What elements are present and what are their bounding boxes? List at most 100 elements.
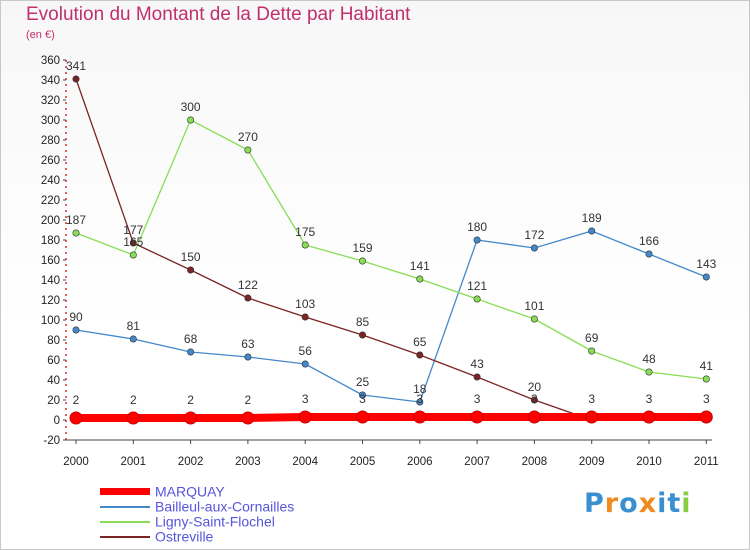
data-point bbox=[356, 410, 369, 424]
data-point bbox=[645, 368, 653, 376]
data-point bbox=[298, 410, 312, 424]
x-tick-label: 2009 bbox=[579, 456, 605, 468]
y-tick-label: 340 bbox=[41, 75, 60, 87]
data-label: 165 bbox=[123, 235, 143, 249]
legend-swatch bbox=[100, 505, 150, 508]
data-point bbox=[702, 273, 710, 281]
x-tick-label: 2000 bbox=[63, 456, 89, 468]
data-label: 3 bbox=[302, 392, 309, 406]
y-tick-label: 360 bbox=[41, 55, 60, 67]
data-point bbox=[645, 250, 653, 258]
data-label: 65 bbox=[413, 335, 427, 349]
data-point bbox=[473, 373, 481, 381]
data-point bbox=[72, 75, 80, 83]
y-tick-label: 160 bbox=[41, 255, 60, 267]
data-point bbox=[416, 398, 424, 406]
data-point bbox=[187, 348, 195, 356]
y-tick-label: 220 bbox=[41, 195, 60, 207]
data-label: 177 bbox=[123, 223, 143, 237]
legend-label: Bailleul-aux-Cornailles bbox=[155, 498, 295, 515]
data-label: 103 bbox=[295, 297, 315, 311]
data-point bbox=[301, 360, 309, 368]
data-point bbox=[187, 116, 195, 124]
legend-label: MARQUAY bbox=[155, 483, 225, 500]
data-point bbox=[301, 241, 309, 249]
logo-letter: o bbox=[619, 488, 639, 519]
chart-unit-label: (en €) bbox=[26, 29, 55, 41]
data-label: 180 bbox=[467, 220, 487, 234]
data-label: 159 bbox=[352, 241, 372, 255]
y-tick-label: 80 bbox=[47, 335, 60, 347]
data-label: 122 bbox=[238, 278, 258, 292]
data-label: 175 bbox=[295, 225, 315, 239]
legend-item: Bailleul-aux-Cornailles bbox=[100, 499, 294, 514]
chart-title: Evolution du Montant de la Dette par Hab… bbox=[26, 4, 411, 25]
chart-series bbox=[69, 75, 713, 425]
data-label: 2 bbox=[130, 393, 137, 407]
legend-swatch bbox=[100, 488, 150, 496]
data-label: 3 bbox=[359, 392, 366, 406]
logo-letter: P bbox=[584, 488, 605, 519]
data-point bbox=[358, 257, 366, 265]
data-point bbox=[126, 411, 140, 425]
data-point bbox=[530, 315, 538, 323]
data-label: 81 bbox=[127, 319, 141, 333]
data-point bbox=[416, 275, 424, 283]
data-label: 187 bbox=[66, 213, 86, 227]
data-point bbox=[588, 347, 596, 355]
data-label: 150 bbox=[181, 250, 201, 264]
chart-legend: MARQUAY Bailleul-aux-Cornailles Ligny-Sain… bbox=[100, 484, 294, 544]
legend-item: Ligny-Saint-Flochel bbox=[100, 514, 294, 529]
x-tick-label: 2008 bbox=[522, 456, 548, 468]
x-tick-label: 2011 bbox=[694, 456, 719, 468]
y-tick-label: 0 bbox=[54, 415, 60, 427]
data-label: 3 bbox=[531, 392, 538, 406]
y-tick-label: 120 bbox=[41, 295, 60, 307]
x-tick-label: 2004 bbox=[292, 456, 318, 468]
x-tick-label: 2007 bbox=[464, 456, 490, 468]
data-label: 143 bbox=[696, 257, 716, 271]
series-line-bailleul-aux-cornailles bbox=[75, 230, 707, 403]
chart-data-labels: 2 2 2 2 3 3 3 3 3 3 3 3 90 81 68 63 56 25 18 180 172 189 166 14… bbox=[66, 59, 717, 407]
y-tick-label: 260 bbox=[41, 155, 60, 167]
data-label: 41 bbox=[700, 359, 714, 373]
data-point bbox=[699, 410, 713, 424]
y-tick-label: 100 bbox=[41, 315, 60, 327]
data-point bbox=[72, 326, 80, 334]
data-label: 2 bbox=[245, 393, 252, 407]
x-tick-label: 2010 bbox=[636, 456, 662, 468]
data-point bbox=[69, 411, 83, 425]
data-label: 18 bbox=[413, 382, 427, 396]
data-label: 3 bbox=[703, 392, 710, 406]
chart-axes: -200204060801001201401601802002202402602… bbox=[41, 55, 719, 468]
data-point bbox=[416, 351, 424, 359]
series-line-ostreville bbox=[75, 78, 707, 421]
data-label: 90 bbox=[69, 310, 83, 324]
y-tick-label: 20 bbox=[47, 395, 60, 407]
series-line-ligny-saint-flochel bbox=[75, 119, 707, 380]
data-point bbox=[527, 410, 541, 424]
data-label: 3 bbox=[646, 392, 653, 406]
y-tick-label: 280 bbox=[41, 135, 60, 147]
data-point bbox=[244, 353, 252, 361]
y-tick-label: 320 bbox=[41, 95, 60, 107]
y-tick-label: 300 bbox=[41, 115, 60, 127]
data-point bbox=[473, 236, 481, 244]
y-tick-label: 140 bbox=[41, 275, 60, 287]
data-label: 341 bbox=[66, 59, 86, 73]
data-point bbox=[358, 331, 366, 339]
data-label: 166 bbox=[639, 234, 659, 248]
data-point bbox=[642, 410, 656, 424]
y-tick-label: 60 bbox=[47, 355, 60, 367]
data-label: 68 bbox=[184, 332, 198, 346]
legend-item: MARQUAY bbox=[100, 484, 294, 499]
legend-label: Ostreville bbox=[155, 528, 214, 545]
x-tick-label: 2005 bbox=[350, 456, 376, 468]
data-point bbox=[470, 410, 484, 424]
data-point bbox=[244, 146, 252, 154]
data-label: 189 bbox=[582, 211, 602, 225]
data-point bbox=[241, 411, 255, 425]
data-point bbox=[413, 410, 427, 424]
